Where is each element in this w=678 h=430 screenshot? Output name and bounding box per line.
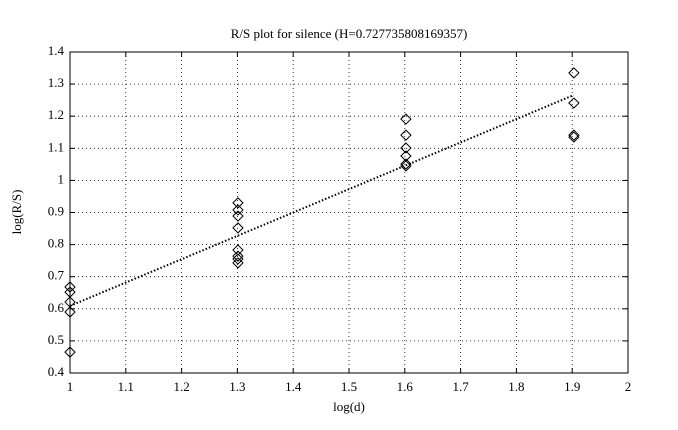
point xyxy=(232,204,244,216)
y-tick-label: 0.9 xyxy=(48,203,64,218)
y-tick-label: 0.7 xyxy=(48,268,65,283)
point xyxy=(64,286,76,298)
point xyxy=(64,296,76,308)
x-tick-label: 2 xyxy=(625,379,632,394)
point xyxy=(232,244,244,256)
x-tick-label: 1.9 xyxy=(564,379,580,394)
y-tick-label: 0.4 xyxy=(48,364,65,379)
x-tick-label: 1.6 xyxy=(397,379,414,394)
point xyxy=(64,346,76,358)
y-tick-label: 1.1 xyxy=(48,139,64,154)
point xyxy=(64,281,76,293)
x-tick-label: 1.5 xyxy=(341,379,357,394)
point xyxy=(232,253,244,265)
x-tick-label: 1.4 xyxy=(285,379,302,394)
point xyxy=(232,197,244,209)
point xyxy=(232,257,244,269)
point xyxy=(400,129,412,141)
point xyxy=(64,306,76,318)
x-tick-label: 1.2 xyxy=(173,379,189,394)
point xyxy=(232,222,244,234)
x-tick-label: 1 xyxy=(67,379,74,394)
x-tick-label: 1.1 xyxy=(118,379,134,394)
x-axis-label: log(d) xyxy=(333,399,365,414)
y-tick-label: 0.8 xyxy=(48,236,64,251)
point xyxy=(568,67,580,79)
x-tick-label: 1.3 xyxy=(229,379,245,394)
point xyxy=(400,158,412,170)
x-tick-label: 1.8 xyxy=(508,379,524,394)
y-tick-label: 1.4 xyxy=(48,43,65,58)
y-tick-label: 1.3 xyxy=(48,75,64,90)
chart-title: R/S plot for silence (H=0.72773580816935… xyxy=(231,26,468,41)
point xyxy=(568,131,580,143)
y-tick-label: 1.2 xyxy=(48,107,64,122)
point xyxy=(400,142,412,154)
y-axis-label: log(R/S) xyxy=(9,190,24,235)
y-tick-label: 0.5 xyxy=(48,332,64,347)
fit-line xyxy=(69,94,575,307)
plot-frame xyxy=(69,51,629,374)
point xyxy=(400,113,412,125)
y-tick-label: 1 xyxy=(58,171,65,186)
point xyxy=(568,129,580,141)
point xyxy=(232,250,244,262)
y-tick-label: 0.6 xyxy=(48,300,65,315)
point xyxy=(232,210,244,222)
point xyxy=(568,97,580,109)
x-tick-label: 1.7 xyxy=(452,379,469,394)
